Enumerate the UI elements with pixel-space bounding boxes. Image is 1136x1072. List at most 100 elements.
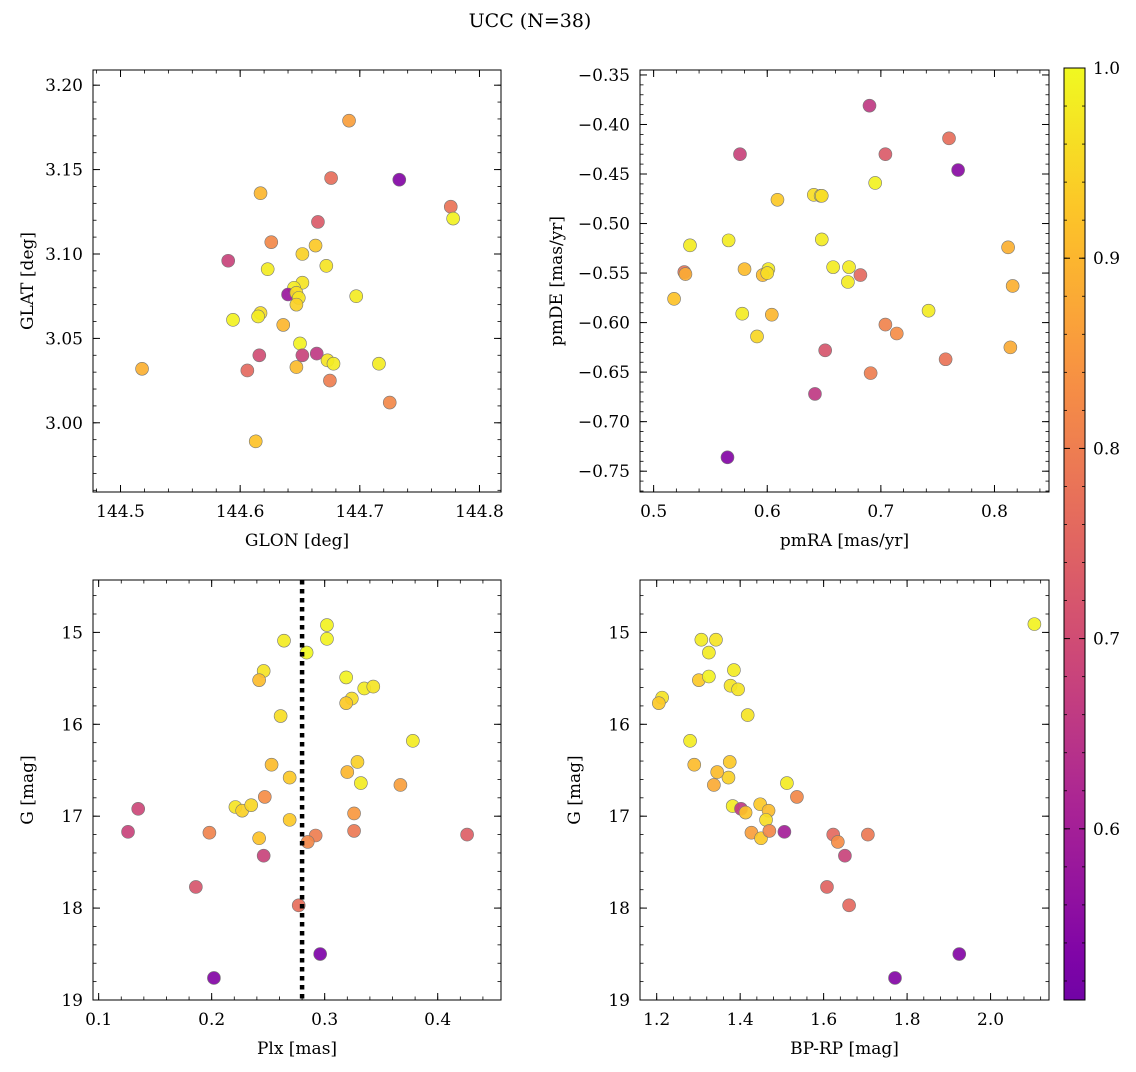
scatter-point [135, 361, 149, 376]
scatter-point [244, 798, 259, 812]
scatter-point [276, 318, 291, 332]
panel-pmra-pmde: 0.5 0.6 0.7 0.8 −0.75 −0.70 −0.65 −0.60 −0.55 −0.… [547, 66, 1050, 551]
scatter-point [808, 387, 822, 401]
scatter-point [952, 947, 967, 961]
scatter-point [878, 147, 893, 162]
scatter-point [446, 211, 460, 226]
scatter-point [727, 663, 741, 677]
scatter-point [308, 238, 323, 253]
scatter-point [311, 215, 325, 229]
scatter-point [349, 289, 364, 303]
scatter-point [282, 770, 297, 785]
scatter-point [339, 670, 353, 685]
scatter-point [740, 708, 755, 722]
x-tick-label: 0.3 [311, 1010, 338, 1030]
scatter-point [257, 790, 272, 804]
x-tick-label: 1.2 [643, 1010, 670, 1030]
scatter-point [253, 186, 268, 201]
axes-frame [92, 579, 502, 1001]
y-tick-label: −0.55 [578, 264, 630, 284]
x-tick-label: 0.6 [754, 502, 781, 522]
scatter-point [252, 673, 266, 687]
scatter-point [731, 682, 745, 697]
scatter-point [889, 326, 904, 341]
scatter-point [878, 317, 893, 332]
y-tick-label: 16 [608, 715, 630, 735]
scatter-point [853, 268, 868, 282]
scatter-point [347, 806, 361, 821]
x-tick-label: 1.4 [727, 1010, 754, 1030]
x-tick-label: 144.7 [335, 502, 384, 522]
scatter-point [678, 267, 693, 281]
scatter-point [350, 755, 365, 769]
scatter-point [710, 765, 725, 779]
y-tick-label: 18 [608, 899, 630, 919]
x-tick-label: 144.6 [216, 502, 265, 522]
y-tick-label: 15 [608, 623, 630, 643]
scatter-point [760, 266, 775, 280]
scatter-point [260, 262, 275, 276]
scatter-point [320, 618, 334, 632]
scatter-point [264, 235, 279, 249]
scatter-point [1001, 240, 1015, 255]
scatter-point [289, 360, 304, 374]
y-axis-label: G [mag] [565, 755, 585, 824]
y-tick-label: −0.50 [578, 215, 630, 235]
scatter-point [264, 757, 279, 772]
scatter-point [131, 802, 146, 816]
scatter-point [770, 192, 785, 207]
scatter-point [293, 336, 307, 351]
y-tick-label: −0.65 [578, 363, 630, 383]
scatter-point [764, 307, 779, 322]
colorbar-gradient [1063, 67, 1086, 1001]
scatter-point [256, 848, 271, 863]
scatter-point [339, 696, 353, 710]
scatter-point [863, 366, 878, 380]
x-axis-label: Plx [mas] [257, 1039, 337, 1059]
scatter-point [707, 778, 721, 792]
y-tick-label: 3.20 [45, 76, 83, 96]
scatter-point [750, 329, 764, 344]
y-tick-label: −0.35 [578, 66, 630, 86]
y-axis-label: G [mag] [18, 755, 38, 824]
scatter-point [1027, 617, 1042, 631]
y-tick-label: 3.05 [45, 329, 83, 349]
scatter-point [842, 260, 856, 274]
scatter-point [189, 880, 203, 894]
x-tick-label: 144.8 [455, 502, 504, 522]
y-tick-label: −0.45 [578, 165, 630, 185]
scatter-point [202, 825, 217, 840]
y-tick-label: 19 [61, 991, 83, 1011]
scatter-point [683, 734, 697, 748]
scatter-point [282, 813, 297, 827]
scatter-point [951, 163, 965, 177]
x-axis-label: GLON [deg] [245, 531, 349, 551]
panel-plx-g: 0.1 0.2 0.3 0.4 15 16 17 18 19 Plx [mas] G [mag] [18, 579, 502, 1059]
scatter-point [342, 113, 356, 128]
colorbar-tick-label: 0.8 [1093, 439, 1120, 459]
colorbar: 0.6 0.7 0.8 0.9 1.0 [1063, 59, 1120, 1001]
scatter-point [291, 898, 306, 913]
scatter-point [443, 199, 458, 214]
scatter-point [702, 645, 716, 660]
x-tick-label: 0.1 [85, 1010, 112, 1030]
scatter-point [762, 824, 777, 838]
scatter-point [392, 172, 407, 187]
scatter-point [888, 971, 902, 985]
colorbar-ticks: 0.6 0.7 0.8 0.9 1.0 [1064, 59, 1120, 982]
scatter-point [347, 824, 361, 838]
scatter-point [273, 709, 288, 723]
scatter-point [340, 765, 355, 779]
scatter-point [295, 348, 310, 363]
scatter-point [814, 189, 829, 203]
axes-frame [639, 69, 1050, 493]
scatter-point [720, 450, 735, 465]
y-tick-label: 18 [61, 899, 83, 919]
scatter-point [709, 632, 723, 647]
scatter-point [838, 848, 852, 863]
scatter-point [733, 147, 747, 162]
scatter-point [814, 232, 829, 247]
scatter-point [460, 827, 474, 842]
scatter-point [221, 253, 236, 268]
scatter-point [320, 632, 334, 646]
